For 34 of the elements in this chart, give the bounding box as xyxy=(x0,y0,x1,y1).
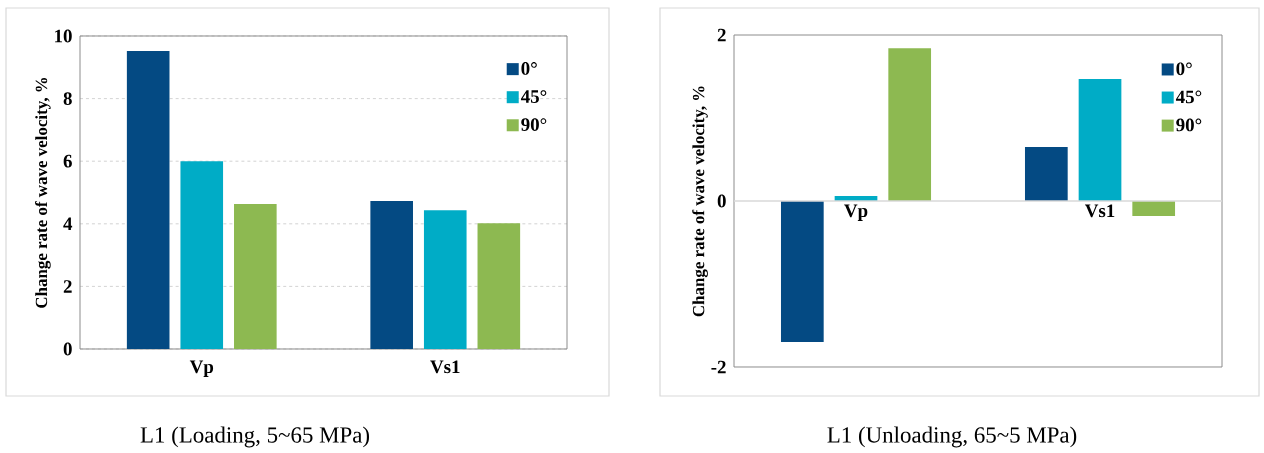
bar xyxy=(888,48,932,201)
legend-label: 0° xyxy=(1176,62,1192,76)
y-tick-label: -2 xyxy=(711,360,726,374)
legend-label: 45° xyxy=(1175,90,1202,104)
y-tick-label: 0 xyxy=(63,342,72,356)
x-tick-label: Vp xyxy=(189,360,214,377)
bar xyxy=(423,210,467,349)
bar xyxy=(1132,201,1176,216)
bar xyxy=(1024,147,1068,201)
bar xyxy=(370,200,413,349)
y-axis-title: Change rate of wave velocity, % xyxy=(35,77,51,308)
y-tick-label: 2 xyxy=(717,28,726,42)
legend-label: 90° xyxy=(521,118,547,132)
legend-label: 45° xyxy=(520,90,547,103)
x-tick-label: Vs1 xyxy=(430,360,460,374)
text: L1 (Loading, 5~65 MPa) xyxy=(140,426,370,448)
bar xyxy=(234,204,277,349)
y-tick-label: 8 xyxy=(63,92,72,105)
bar xyxy=(180,161,224,349)
y-tick-label: 6 xyxy=(63,154,72,168)
bar xyxy=(477,223,521,349)
legend-label: 0° xyxy=(521,62,537,75)
bar xyxy=(780,201,824,343)
bar xyxy=(126,51,170,349)
bar xyxy=(1078,78,1122,201)
y-tick-label: 4 xyxy=(63,217,73,231)
x-tick-label: Vp xyxy=(844,204,868,221)
y-tick-label: 0 xyxy=(717,194,726,208)
y-tick-label: 10 xyxy=(55,29,72,43)
y-tick-label: 2 xyxy=(63,280,72,293)
x-tick-label: Vs1 xyxy=(1084,204,1115,218)
legend-label: 90° xyxy=(1176,118,1202,132)
text: L1 (Unloading, 65~5 MPa) xyxy=(827,426,1077,448)
y-axis-title: Change rate of wave velocity, % xyxy=(692,86,708,317)
